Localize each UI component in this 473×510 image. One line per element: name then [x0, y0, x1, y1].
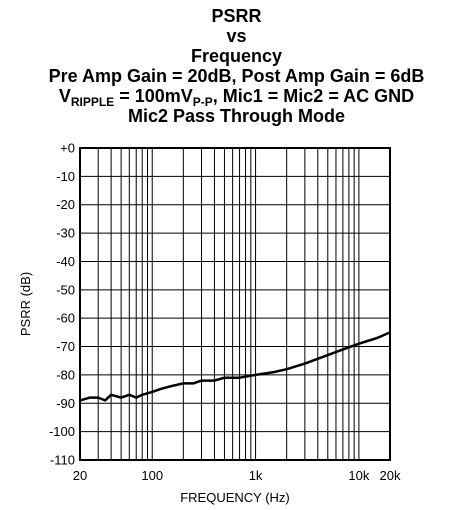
data-point: [169, 385, 172, 388]
data-point: [120, 396, 123, 399]
title-line-4: Pre Amp Gain = 20dB, Post Amp Gain = 6dB: [48, 66, 425, 86]
y-tick-label: -70: [56, 339, 75, 354]
data-point: [223, 376, 226, 379]
y-tick-labels: +0 -10 -20 -30 -40 -50 -60 -70 -80 -90 -100 -110: [49, 141, 75, 468]
data-point: [104, 399, 107, 402]
x-tick-label: 20k: [380, 468, 401, 483]
y-tick-label: -30: [56, 226, 75, 241]
data-point: [141, 393, 144, 396]
data-point: [128, 393, 131, 396]
data-point: [135, 396, 138, 399]
data-point: [110, 393, 113, 396]
data-point: [159, 388, 162, 390]
y-tick-label: -10: [56, 169, 75, 184]
y-tick-label: -90: [56, 396, 75, 411]
data-point: [303, 362, 306, 365]
y-tick-label: -40: [56, 254, 75, 269]
data-point: [192, 382, 195, 385]
chart-grid: [80, 148, 390, 460]
x-tick-labels: 20 100 1k 10k 20k: [73, 468, 401, 483]
data-point: [285, 368, 288, 371]
y-tick-label: -80: [56, 367, 75, 382]
title-line-5-prefix: V: [58, 86, 71, 106]
series-line: [79, 331, 391, 402]
data-point: [213, 379, 216, 382]
data-point: [341, 348, 344, 351]
y-tick-label: -50: [56, 282, 75, 297]
title-line-5-suffix: , Mic1 = Mic2 = AC GND: [212, 86, 415, 106]
data-point: [326, 354, 329, 356]
x-tick-label: 20: [73, 468, 87, 483]
y-tick-label: -20: [56, 197, 75, 212]
y-tick-label: -100: [49, 424, 75, 439]
data-point: [238, 376, 241, 379]
y-tick-label: +0: [60, 141, 75, 156]
data-point: [97, 396, 100, 399]
x-tick-label: 100: [141, 468, 163, 483]
y-tick-label: -110: [50, 453, 75, 468]
data-point: [200, 379, 203, 382]
title-line-5-sub-ripple: RIPPLE: [70, 95, 115, 109]
x-axis-title: FREQUENCY (Hz): [180, 490, 290, 505]
data-point: [254, 374, 257, 376]
chart-series: [79, 331, 391, 402]
data-point: [151, 391, 154, 393]
title-line-1: PSRR: [211, 6, 262, 26]
title-line-3: Frequency: [190, 46, 283, 66]
title-line-5: VRIPPLE = 100mVP-P, Mic1 = Mic2 = AC GND: [0, 86, 473, 109]
title-line-5-mid: = 100mV: [114, 86, 193, 106]
x-tick-label: 1k: [249, 468, 263, 483]
y-axis-title: PSRR (dB): [18, 272, 33, 336]
data-point: [357, 342, 360, 345]
title-line-2: vs: [226, 26, 247, 46]
y-tick-label: -60: [56, 311, 75, 326]
data-point: [272, 371, 275, 373]
chart-title: PSRR vs Frequency Pre Amp Gain = 20dB, P…: [0, 6, 473, 126]
data-point: [182, 382, 185, 385]
x-tick-label: 10k: [348, 468, 369, 483]
data-point: [376, 337, 378, 339]
title-line-6: Mic2 Pass Through Mode: [127, 106, 346, 126]
data-point: [89, 396, 91, 399]
title-line-5-sub-pp: P-P: [192, 95, 213, 109]
plot-frame: [79, 147, 391, 461]
